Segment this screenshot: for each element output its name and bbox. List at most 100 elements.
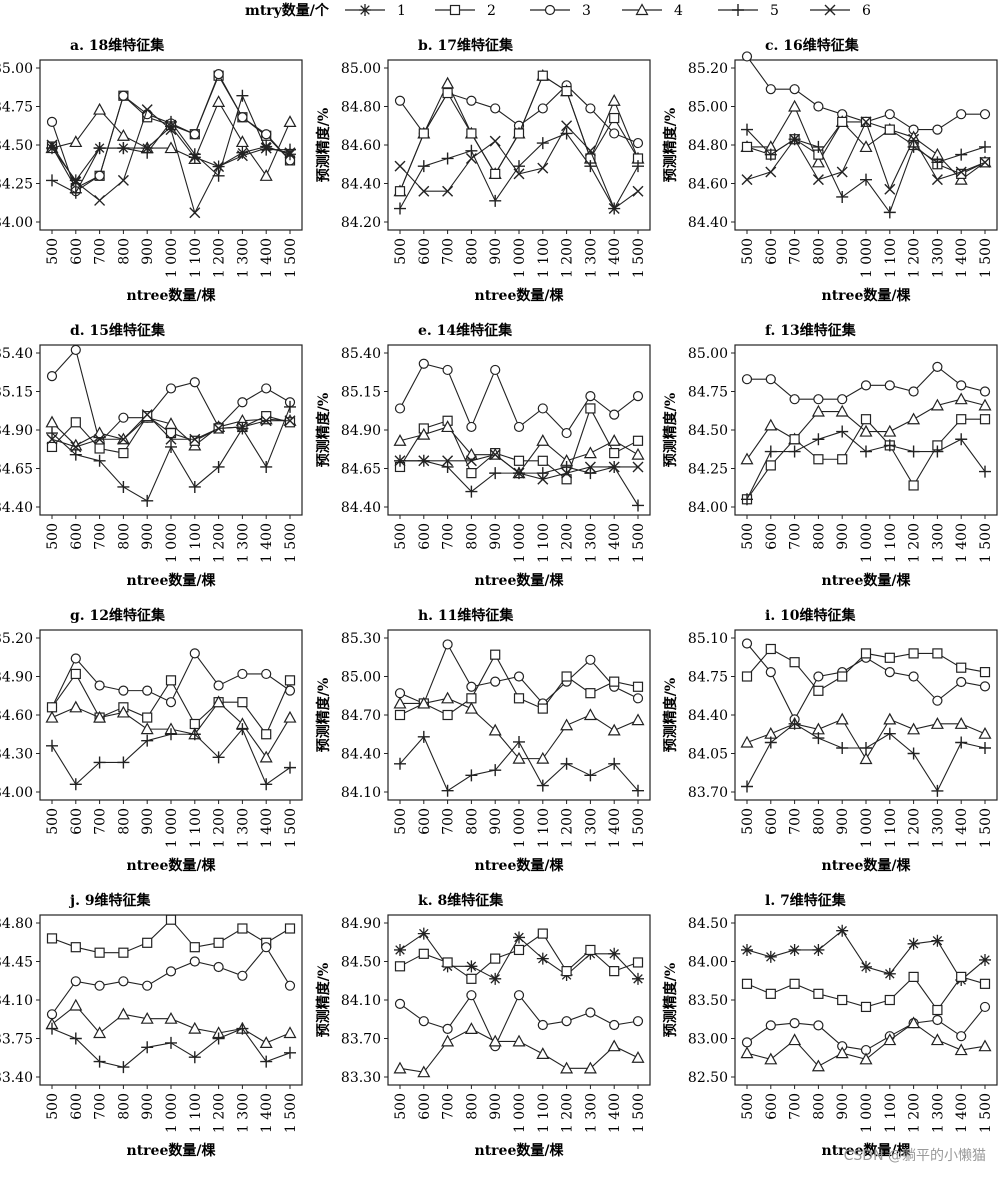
x-tick-label: 1 000 [164, 523, 180, 563]
data-point [631, 1051, 645, 1063]
series-triangle [393, 1022, 645, 1078]
chart-panel: h. 11维特征集 85.30 85.00 84.70 84.40 84.10 500 600… [315, 607, 651, 874]
data-point [537, 928, 548, 939]
y-tick-label: 84.90 [341, 916, 381, 932]
data-point [394, 709, 406, 721]
data-point [260, 460, 273, 473]
y-axis-label: 预测精度/% [662, 108, 679, 182]
x-tick-label: 1 200 [212, 1093, 228, 1133]
panel-title: d. 15维特征集 [70, 322, 166, 339]
data-point [464, 1022, 478, 1034]
data-point [490, 953, 501, 964]
x-tick-label: 1 300 [583, 523, 599, 563]
data-point [536, 952, 549, 965]
data-point [536, 434, 550, 446]
data-point [418, 455, 430, 467]
series-circle [46, 942, 296, 1020]
x-tick-label: 1 400 [259, 1093, 275, 1133]
data-point [811, 404, 825, 417]
chart-panel: i. 10维特征集 85.10 84.75 84.40 84.05 83.70 500 600… [662, 607, 998, 874]
data-point [116, 705, 130, 718]
data-point [394, 757, 406, 770]
data-point [442, 455, 454, 467]
panel-title: b. 17维特征集 [418, 37, 514, 54]
data-point [741, 1037, 753, 1048]
data-point [583, 446, 597, 459]
data-point [956, 414, 967, 425]
legend-marker-cross [824, 4, 836, 16]
y-tick-label: 84.40 [688, 215, 728, 231]
y-tick-label: 84.60 [688, 177, 728, 193]
data-point [585, 1007, 596, 1018]
data-point [69, 1032, 82, 1045]
data-point [464, 701, 478, 714]
data-point [608, 947, 621, 960]
chart-panel: d. 15维特征集 85.40 85.15 84.90 84.65 84.40 500 600… [0, 322, 303, 589]
data-point [585, 944, 596, 956]
data-point [465, 769, 478, 782]
x-tick-label: 1 500 [283, 238, 299, 278]
data-point [631, 713, 645, 726]
data-point [561, 966, 572, 977]
y-tick-label: 84.90 [0, 670, 33, 686]
x-tick-label: 1 200 [212, 238, 228, 278]
data-point [93, 756, 106, 769]
x-tick-label: 700 [441, 523, 457, 550]
x-tick-label: 1 100 [188, 1093, 204, 1133]
series-plus [46, 400, 296, 507]
data-point [979, 1001, 991, 1013]
data-point [835, 404, 849, 417]
data-point [261, 729, 272, 740]
data-point [884, 652, 895, 663]
data-point [141, 734, 154, 747]
x-axis-label: ntree数量/棵 [127, 1142, 216, 1159]
data-point [259, 750, 273, 763]
data-point [442, 957, 453, 968]
data-point [859, 140, 873, 153]
series-square [46, 914, 296, 958]
data-point [93, 102, 107, 115]
data-point [394, 403, 406, 414]
data-point [165, 433, 177, 445]
data-point [561, 120, 573, 132]
panel-title: j. 9维特征集 [68, 892, 152, 909]
chart-panel: c. 16维特征集 85.20 85.00 84.80 84.60 84.40 500 600… [662, 37, 998, 304]
data-point [260, 415, 272, 427]
y-tick-label: 84.30 [0, 747, 33, 763]
data-point [284, 415, 296, 427]
data-point [283, 1026, 297, 1039]
data-point [165, 1036, 177, 1049]
chart-panel: k. 8维特征集 84.90 84.50 84.10 83.70 83.30 500 600 7… [315, 892, 651, 1159]
data-point [394, 455, 406, 467]
panel-title: l. 7维特征集 [765, 892, 847, 909]
data-point [978, 1039, 992, 1052]
data-point [788, 717, 801, 730]
x-axis-label: ntree数量/棵 [127, 287, 216, 304]
y-tick-label: 84.65 [341, 462, 381, 478]
data-point [441, 420, 455, 433]
data-point [931, 156, 944, 169]
data-point [46, 116, 58, 128]
data-point [117, 174, 129, 186]
data-point [631, 447, 645, 460]
x-axis-label: ntree数量/棵 [475, 1142, 564, 1159]
data-point [466, 693, 477, 704]
data-point [235, 135, 249, 148]
x-tick-label: 600 [69, 1093, 85, 1120]
data-point [979, 414, 991, 425]
data-point [394, 998, 406, 1009]
data-point [788, 1033, 802, 1046]
data-point [908, 971, 919, 983]
data-point [284, 417, 296, 428]
y-axis-label: 预测精度/% [662, 393, 679, 467]
x-tick-label: 1 500 [631, 238, 647, 278]
y-tick-label: 84.25 [0, 177, 33, 193]
data-point [835, 712, 849, 725]
data-point [466, 990, 477, 1001]
data-point [442, 709, 453, 721]
data-point [632, 461, 644, 473]
data-point [537, 473, 549, 485]
data-point [812, 174, 824, 186]
legend-marker-plus [732, 4, 744, 16]
